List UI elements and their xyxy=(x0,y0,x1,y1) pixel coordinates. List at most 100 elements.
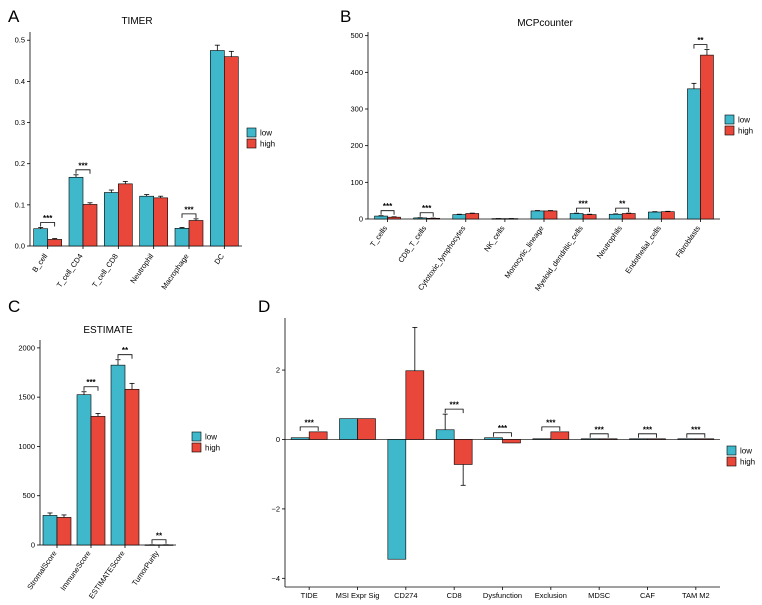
bar-high xyxy=(118,183,133,247)
x-tick-label: Exclusion xyxy=(535,591,567,600)
bar-low xyxy=(33,228,48,247)
bar-high xyxy=(621,213,636,220)
x-tick-label: TIDE xyxy=(301,591,318,600)
legend-swatch-high xyxy=(191,442,202,453)
bar-low xyxy=(68,176,84,247)
y-tick-label: 0 xyxy=(359,215,363,224)
x-tick-label: TAM M2 xyxy=(682,591,710,600)
x-tick-label: DC xyxy=(212,252,226,267)
x-tick-label: Monocytic_lineage xyxy=(503,224,546,280)
bar-high xyxy=(543,210,558,220)
significance-bracket xyxy=(615,207,630,213)
x-tick-label: CD274 xyxy=(394,591,417,600)
y-tick-label: 500 xyxy=(22,491,35,500)
significance-label: *** xyxy=(643,425,653,434)
legend-label-high: high xyxy=(260,140,275,149)
legend-label-low: low xyxy=(260,129,272,138)
significance-label: ** xyxy=(619,200,626,209)
legend-swatch-low xyxy=(726,445,737,456)
significance-label: *** xyxy=(422,204,432,213)
x-tick-label: B_cell xyxy=(30,252,49,274)
bar-high xyxy=(582,214,597,220)
panel-letter: D xyxy=(258,297,270,316)
bar-high xyxy=(153,197,168,247)
legend-swatch-high xyxy=(726,456,737,467)
y-tick-label: 2 xyxy=(276,366,280,375)
legend-label-low: low xyxy=(740,447,752,456)
bar-high xyxy=(308,431,328,440)
x-tick-label: CD8_T_cells xyxy=(396,224,428,265)
bar-high xyxy=(357,418,376,440)
bar-high xyxy=(695,438,715,440)
significance-label: *** xyxy=(304,418,314,427)
y-tick-label: 0.3 xyxy=(15,118,25,127)
significance-bracket xyxy=(181,213,197,218)
y-tick-label: −4 xyxy=(271,574,280,583)
significance-bracket xyxy=(380,210,395,215)
bar-low xyxy=(452,214,467,220)
y-tick-label: 0.5 xyxy=(15,36,25,45)
y-tick-label: 1500 xyxy=(18,393,35,402)
panel-b: B MCPcounter 0 100 200 300 400 500 T_cells CD8_T_… xyxy=(340,7,753,293)
bar-low xyxy=(677,438,697,440)
x-tick-label: Neutrophil xyxy=(128,252,155,285)
significance-label: *** xyxy=(578,200,588,209)
y-tick-label: 0.0 xyxy=(15,242,25,251)
bar-high xyxy=(188,220,204,247)
significance-bracket xyxy=(693,44,708,49)
chart-title: ESTIMATE xyxy=(83,325,133,336)
y-tick-label: 400 xyxy=(350,68,363,77)
significance-bracket xyxy=(117,354,133,359)
legend-label-low: low xyxy=(205,433,217,442)
significance-label: *** xyxy=(43,214,53,223)
significance-label: *** xyxy=(449,401,459,410)
significance-label: *** xyxy=(184,205,194,214)
y-tick-label: 0.2 xyxy=(15,159,25,168)
x-tick-label: Endothelial_cells xyxy=(623,224,663,275)
x-tick-label: TumorPurity xyxy=(130,549,161,588)
x-tick-label: MDSC xyxy=(588,591,611,600)
bar-low xyxy=(374,215,388,220)
bar-low xyxy=(608,213,623,220)
significance-bracket xyxy=(75,169,91,174)
bar-high xyxy=(47,239,62,247)
y-tick-label: 200 xyxy=(350,141,363,150)
bar-high xyxy=(405,370,425,440)
bar-high xyxy=(465,213,480,220)
x-tick-label: NK_cells xyxy=(482,224,506,254)
y-tick-label: 0 xyxy=(276,435,280,444)
bar-high xyxy=(224,56,239,247)
significance-bracket xyxy=(589,433,609,438)
significance-bracket xyxy=(419,212,434,217)
x-tick-label: CD8 xyxy=(447,591,462,600)
legend-swatch-high xyxy=(246,138,257,149)
bar-low xyxy=(139,195,154,247)
significance-label: *** xyxy=(383,202,393,211)
significance-bracket xyxy=(638,433,657,438)
panel-letter: C xyxy=(8,297,20,316)
bar-high xyxy=(82,204,98,247)
significance-label: *** xyxy=(691,425,701,434)
x-tick-label: T_cells xyxy=(368,224,389,249)
significance-bracket xyxy=(444,408,464,414)
x-tick-label: Neutrophils xyxy=(595,224,624,260)
y-tick-label: −2 xyxy=(271,504,280,513)
x-tick-label: Macrophage xyxy=(159,252,190,291)
panel-d: D −4 −2 0 2 TIDE MSI Expr Sig CD274 CD8 Dysfuncti… xyxy=(258,297,755,600)
bar-low xyxy=(387,439,407,560)
significance-label: ** xyxy=(122,346,129,355)
y-tick-label: 100 xyxy=(350,178,363,187)
y-tick-label: 1000 xyxy=(18,442,35,451)
x-tick-label: T_cell_CD8 xyxy=(90,252,120,289)
y-tick-label: 0 xyxy=(31,541,35,550)
legend-swatch-low xyxy=(191,431,202,442)
legend-label-high: high xyxy=(740,458,755,467)
legend-swatch-low xyxy=(246,127,257,138)
panel-a: A TIMER 0.0 0.1 0.2 0.3 0.4 0.5 B_cell T_cell_CD4… xyxy=(8,7,275,291)
bar-low xyxy=(110,364,126,546)
x-tick-label: T_cell_CD4 xyxy=(55,252,85,289)
panel-c: C ESTIMATE 0 500 1000 1500 2000 StromalScore Imm… xyxy=(8,297,220,600)
significance-bracket xyxy=(83,386,99,391)
x-tick-label: ImmuneScore xyxy=(58,549,92,592)
